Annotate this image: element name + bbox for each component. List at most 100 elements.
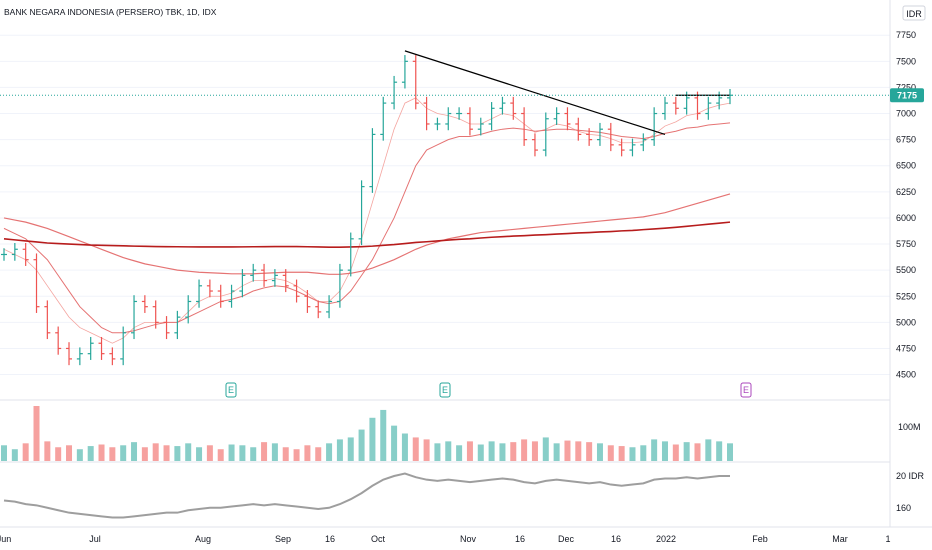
indicator-line [3,472,730,519]
volume-bar [694,443,701,461]
ohlc-bar [564,107,571,131]
volume-bar [141,447,148,461]
ohlc-bar [141,295,148,313]
currency-badge[interactable] [902,5,926,21]
volume-bar [196,447,203,461]
volume-bar [206,445,213,461]
volume-bar [336,439,343,461]
time-axis-label: 2022 [656,534,676,544]
volume-bar [488,441,495,461]
earnings-label: E [228,385,234,395]
moving-average-line [3,193,731,275]
ohlc-bar [261,263,268,287]
volume-bar [531,441,538,461]
volume-bar [629,447,636,461]
volume-bar [607,445,614,461]
ohlc-bar [76,347,83,366]
last-price-value: 7175 [897,90,917,100]
price-tick-label: 5500 [896,265,916,275]
ohlc-bar [651,107,658,146]
moving-average-line [3,97,731,344]
ohlc-bar [521,107,528,146]
ohlc-bar [87,336,94,360]
time-axis-label: Oct [371,534,386,544]
ohlc-bar [575,117,582,141]
time-axis-label: 1 [885,534,890,544]
time-axis-label: Jun [0,534,11,544]
ohlc-bar [596,122,603,146]
ohlc-bar [55,326,62,355]
ohlc-bar [44,300,51,340]
volume-bar [33,406,40,461]
time-axis[interactable]: Jun Jul Aug Sep 16 Oct Nov 16 Dec 16 2022 Feb Mar 1 [0,534,891,544]
ohlc-bar [542,112,549,157]
volume-bar [661,441,668,461]
volume-bar [109,447,116,461]
price-tick-label: 7250 [896,82,916,92]
volume-bar [499,443,506,461]
earnings-marker: E [439,382,451,398]
ohlc-bar [618,138,625,157]
ohlc-bar [401,55,408,89]
ohlc-bar [304,289,311,313]
volume-bar [152,443,159,461]
ohlc-bar [640,133,647,152]
volume-scale-label: 100M [898,422,921,432]
indicator-scale-top: 20 IDR [896,471,925,481]
volume-bar [456,445,463,461]
ohlc-bar [629,138,636,157]
ohlc-bar [271,269,278,287]
ohlc-bar [369,128,376,193]
price-scale[interactable]: 7750 7500 7250 7000 6750 6500 6250 6000 5750 5500… [896,30,916,379]
ohlc-bar [716,91,723,110]
ohlc-bar [163,316,170,340]
volume-bar [250,447,257,461]
earnings-badge [740,382,752,398]
volume-bar [271,443,278,461]
chart-title: BANK NEGARA INDONESIA (PERSERO) TBK, 1D,… [4,7,217,17]
earnings-label: E [442,385,448,395]
moving-average-line [3,221,731,248]
time-axis-label: Nov [460,534,477,544]
volume-bar [44,441,51,461]
volume-bar [163,445,170,461]
volume-bar [401,433,408,461]
ohlc-bar [466,107,473,136]
time-axis-label: Mar [832,534,848,544]
volume-bar [228,444,235,461]
volume-bar [120,445,127,461]
volume-bar [412,437,419,461]
volume-bar [76,449,83,461]
volume-bar [282,447,289,461]
earnings-badge [439,382,451,398]
ohlc-bar [293,279,300,303]
ohlc-bar [152,300,159,329]
price-tick-label: 6250 [896,187,916,197]
ohlc-bar [661,96,668,120]
volume-bar [11,449,18,461]
ohlc-bar [109,347,116,366]
volume-bar [445,441,452,461]
price-tick-label: 6500 [896,161,916,171]
volume-bar [651,439,658,461]
ohlc-bar [531,133,538,157]
volume-bar [423,439,430,461]
volume-bar [174,446,181,461]
ohlc-bar [586,128,593,146]
ohlc-bar [1,248,7,261]
volume-bar [98,444,105,461]
trendline [404,50,666,135]
volume-bar [369,417,376,461]
ohlc-bar [33,253,40,313]
price-tick-label: 4750 [896,343,916,353]
volume-bar [542,437,549,461]
volume-bar [315,447,322,461]
ohlc-bars[interactable] [1,55,733,366]
ohlc-bar [488,102,495,131]
ohlc-bar [282,269,289,293]
volume-bar [596,443,603,461]
indicator-scale-bottom: 160 [896,503,911,513]
volume-bar [640,445,647,461]
